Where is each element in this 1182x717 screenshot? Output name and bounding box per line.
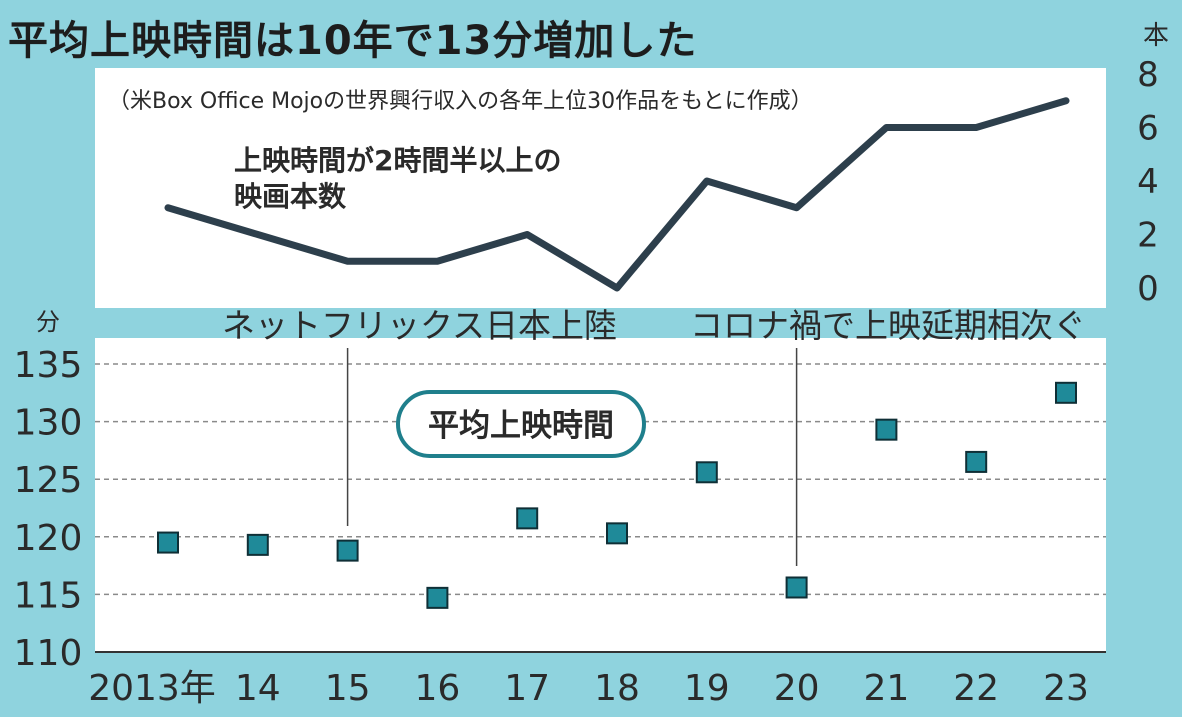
- data-point: [516, 507, 539, 530]
- series-legend-pill: [396, 390, 646, 458]
- data-point: [426, 586, 449, 609]
- y-tick-left: 125: [14, 460, 83, 501]
- y-tick-right: 0: [1137, 269, 1159, 309]
- source-note: （米Box Office Mojoの世界興行収入の各年上位30作品をもとに作成）: [108, 89, 813, 114]
- x-tick-label: 16: [414, 668, 460, 709]
- data-point: [695, 461, 718, 484]
- series-label-line: 上映時間が2時間半以上の: [234, 144, 561, 177]
- y-tick-left: 130: [14, 403, 83, 444]
- data-point: [1055, 381, 1077, 404]
- y-tick-right: 6: [1137, 109, 1159, 149]
- y-tick-right: 4: [1137, 162, 1159, 202]
- data-point: [875, 418, 898, 441]
- y-tick-right: 2: [1137, 216, 1159, 256]
- data-point: [785, 576, 808, 599]
- data-point: [246, 533, 269, 556]
- data-point: [336, 539, 359, 562]
- x-tick-label: 19: [684, 668, 730, 709]
- y-tick-left: 120: [14, 518, 83, 559]
- chart-title: 平均上映時間は10年で13分増加した: [8, 18, 698, 64]
- y-tick-right: 8: [1137, 55, 1159, 95]
- scatter-panel: [95, 338, 1106, 652]
- y-unit-left: 分: [36, 308, 60, 336]
- series-legend-label: 平均上映時間: [428, 408, 614, 444]
- x-tick-label: 20: [774, 668, 820, 709]
- y-unit-right: 本: [1143, 21, 1169, 51]
- y-tick-left: 115: [14, 575, 83, 616]
- x-tick-label: 21: [863, 668, 909, 709]
- x-tick-label: 18: [594, 668, 640, 709]
- x-tick-label: 17: [504, 668, 550, 709]
- series-line: [164, 97, 1070, 292]
- line-panel: [95, 68, 1106, 308]
- x-tick-label: 14: [235, 668, 281, 709]
- data-point: [606, 522, 628, 545]
- y-tick-left: 135: [14, 345, 83, 386]
- data-point: [157, 531, 179, 554]
- x-tick-label: 2013年: [88, 668, 216, 709]
- x-tick-label: 22: [953, 668, 999, 709]
- annotation-label: コロナ禍で上映延期相次ぐ: [690, 306, 1086, 345]
- data-point: [965, 450, 988, 473]
- x-tick-label: 23: [1043, 668, 1089, 709]
- series-label-line: 映画本数: [234, 180, 347, 213]
- annotation-label: ネットフリックス日本上陸: [222, 306, 617, 345]
- x-tick-label: 15: [325, 668, 371, 709]
- y-tick-left: 110: [14, 633, 83, 674]
